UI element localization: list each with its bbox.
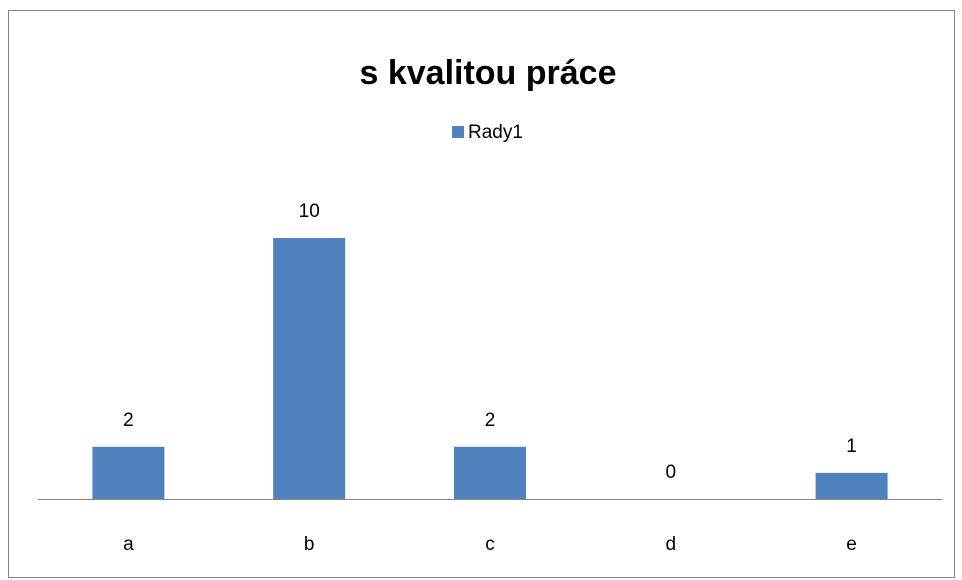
data-label: 2 [485,410,496,431]
x-tick-label: c [485,534,495,555]
bar [454,446,526,499]
bar [92,446,165,499]
chart-title: s kvalitou práce [359,54,616,92]
data-label: 10 [299,201,320,222]
data-label: 0 [666,462,677,483]
legend-label: Rady1 [468,122,523,143]
x-tick-label: e [846,534,857,555]
bar [273,238,346,499]
legend-swatch [452,126,464,138]
data-label: 1 [846,436,857,457]
x-tick-label: b [304,534,315,555]
x-tick-label: d [666,534,677,555]
bar [815,472,888,499]
data-label: 2 [123,410,134,431]
x-tick-label: a [123,534,134,555]
